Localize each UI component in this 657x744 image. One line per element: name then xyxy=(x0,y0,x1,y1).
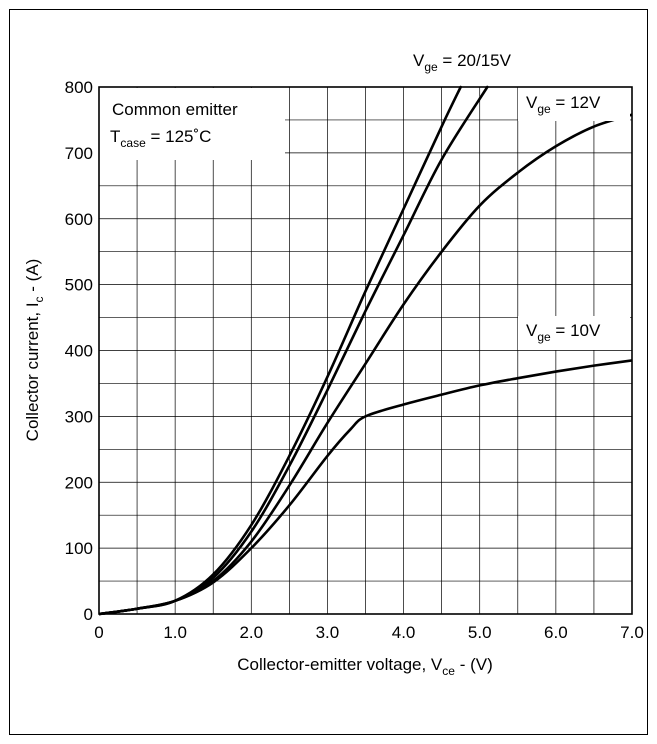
y-tick-label: 800 xyxy=(65,78,93,97)
x-tick-label: 7.0 xyxy=(620,623,644,642)
series-label-12v: Vge = 12V xyxy=(526,93,601,116)
chart-frame xyxy=(9,9,648,735)
y-tick-label: 200 xyxy=(65,473,93,492)
y-axis-label: Collector current, Ic - (A) xyxy=(23,259,46,442)
series-label-10v: Vge = 10V xyxy=(526,321,601,344)
y-tick-label: 500 xyxy=(65,276,93,295)
x-tick-label: 0 xyxy=(94,623,103,642)
series-label-20-15v: Vge = 20/15V xyxy=(413,51,512,74)
x-tick-label: 2.0 xyxy=(239,623,263,642)
y-tick-label: 100 xyxy=(65,539,93,558)
y-tick-label: 300 xyxy=(65,407,93,426)
label-box-10v xyxy=(518,316,630,350)
condition-box xyxy=(99,88,285,160)
tick-labels: 0 1.0 2.0 3.0 4.0 5.0 6.0 7.0 0 100 200 300 400 500 60… xyxy=(65,78,644,642)
curves xyxy=(99,85,632,616)
condition-line-2: Tcase = 125˚C xyxy=(110,127,211,150)
x-axis-label: Collector-emitter voltage, Vce - (V) xyxy=(237,655,493,678)
x-tick-label: 6.0 xyxy=(544,623,568,642)
condition-line-1: Common emitter xyxy=(112,100,238,119)
label-box-12v xyxy=(518,87,630,121)
y-tick-label: 600 xyxy=(65,210,93,229)
plot-border xyxy=(98,86,633,615)
x-tick-label: 1.0 xyxy=(163,623,187,642)
x-tick-label: 4.0 xyxy=(392,623,416,642)
x-tick-label: 5.0 xyxy=(468,623,492,642)
grid xyxy=(99,87,632,614)
series-line-10v xyxy=(99,359,632,616)
y-tick-label: 0 xyxy=(84,605,93,624)
y-tick-label: 400 xyxy=(65,342,93,361)
x-tick-label: 3.0 xyxy=(316,623,340,642)
y-tick-label: 700 xyxy=(65,144,93,163)
